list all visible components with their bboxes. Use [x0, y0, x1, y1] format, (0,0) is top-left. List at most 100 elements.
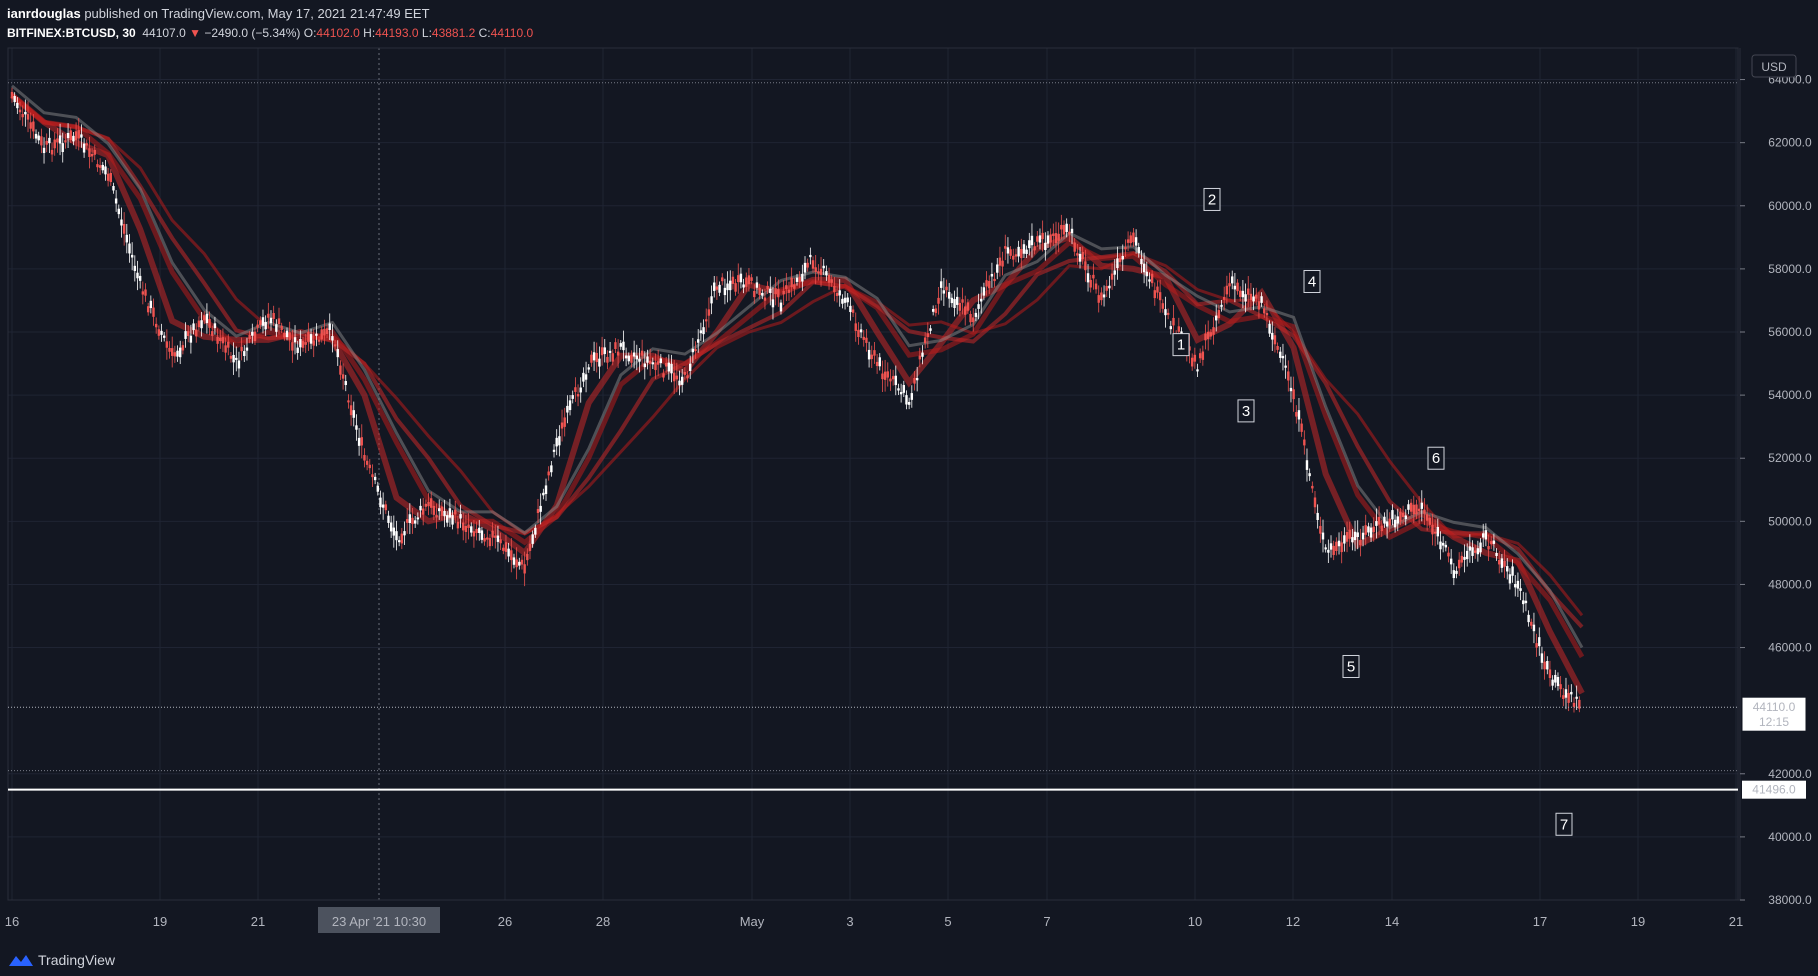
- symbol-name[interactable]: BITFINEX:BTCUSD, 30: [7, 26, 136, 40]
- candle-body: [154, 323, 158, 328]
- candle-body: [240, 346, 243, 352]
- candle-body: [1506, 566, 1509, 572]
- tradingview-brand[interactable]: TradingView: [38, 952, 116, 968]
- candle-body: [1401, 512, 1405, 518]
- candle-body: [104, 166, 107, 175]
- candle-body: [219, 337, 222, 341]
- candle-body: [1522, 600, 1525, 605]
- candle-body: [782, 290, 785, 295]
- candle-body: [841, 298, 844, 304]
- candle-body: [283, 332, 286, 338]
- candle-body: [691, 348, 695, 353]
- candle-body: [1148, 279, 1151, 282]
- candle-body: [1049, 234, 1052, 243]
- candle-body: [1564, 689, 1568, 698]
- candle-body: [1209, 332, 1213, 337]
- candle-body: [1409, 502, 1413, 512]
- candle-body: [891, 376, 895, 380]
- candle-body: [713, 282, 716, 291]
- candle-body: [1177, 326, 1181, 332]
- candle-body: [112, 186, 115, 191]
- candle-body: [640, 350, 644, 356]
- candle-body: [349, 405, 353, 416]
- candle-body: [1345, 531, 1349, 542]
- candle-body: [1044, 242, 1047, 251]
- candle-body: [373, 476, 377, 481]
- candle-body: [1142, 263, 1146, 273]
- candle-body: [742, 284, 745, 288]
- candle-body: [467, 524, 470, 528]
- time-axis[interactable]: 16 19 21 26 28 May 3 5 7 10 12 14 17 19 21 23 Apr '21 1…: [5, 907, 1743, 933]
- candle-body: [598, 358, 601, 367]
- candle-body: [96, 164, 99, 168]
- candle-body: [1391, 510, 1394, 520]
- candle-body: [227, 341, 230, 348]
- candle-body: [1514, 584, 1517, 588]
- candle-body: [1273, 335, 1277, 345]
- candle-body: [862, 336, 865, 340]
- price-label-text: 44110.0: [1753, 700, 1796, 714]
- candle-body: [518, 561, 521, 566]
- candle-body: [34, 133, 38, 139]
- candlesticks: [10, 87, 1581, 713]
- price-axis[interactable]: 64000.062000.060000.058000.056000.054000…: [1740, 73, 1812, 907]
- candle-body: [878, 357, 881, 367]
- candle-body: [766, 285, 769, 290]
- candle-body: [846, 297, 849, 303]
- candle-body: [1076, 253, 1079, 256]
- candle-body: [574, 387, 577, 392]
- candle-body: [384, 504, 388, 511]
- candle-body: [491, 530, 494, 538]
- candle-body: [838, 290, 841, 296]
- candle-body: [125, 234, 129, 243]
- candle-body: [1436, 526, 1440, 537]
- candle-body: [443, 510, 446, 517]
- candle-body: [419, 505, 422, 511]
- candle-body: [1231, 276, 1234, 284]
- candle-body: [939, 281, 943, 288]
- candle-body: [1287, 371, 1290, 381]
- candle-body: [1431, 524, 1434, 535]
- candle-body: [130, 254, 134, 258]
- candle-body: [133, 265, 137, 271]
- candle-body: [811, 260, 815, 269]
- candle-body: [424, 503, 428, 507]
- y-tick-label: 38000.0: [1768, 893, 1812, 907]
- wave-label-text: 4: [1308, 274, 1316, 291]
- candle-body: [699, 330, 703, 334]
- open-label: O:: [303, 26, 317, 40]
- candle-body: [1014, 254, 1018, 257]
- wave-label-text: 6: [1432, 450, 1440, 467]
- tradingview-logo-icon[interactable]: [8, 953, 34, 967]
- author-name[interactable]: ianrdouglas: [7, 6, 81, 21]
- candle-body: [654, 362, 657, 371]
- candle-body: [592, 352, 596, 361]
- close-label: C:: [478, 26, 491, 40]
- candle-body: [1297, 410, 1301, 420]
- candle-body: [454, 509, 457, 515]
- candle-body: [229, 355, 233, 359]
- candle-body: [211, 331, 214, 336]
- crosshair-time-bg: [318, 907, 440, 933]
- candle-body: [961, 299, 964, 303]
- candle-body: [1255, 294, 1258, 299]
- candle-body: [793, 284, 796, 289]
- candle-body: [664, 363, 668, 367]
- candle-body: [1073, 242, 1076, 252]
- candle-body: [189, 335, 193, 343]
- candle-body: [635, 355, 638, 360]
- candle-body: [870, 354, 873, 360]
- candle-body: [486, 537, 489, 540]
- candle-body: [1465, 550, 1469, 560]
- candle-body: [819, 268, 823, 275]
- candle-body: [1137, 247, 1140, 254]
- candle-body: [237, 360, 241, 369]
- candle-body: [256, 324, 259, 328]
- candle-body: [1060, 224, 1063, 230]
- candle-body: [747, 275, 751, 285]
- candle-body: [355, 425, 358, 430]
- currency-badge[interactable]: USD: [1751, 54, 1797, 78]
- candle-body: [761, 292, 764, 296]
- candle-body: [1562, 695, 1565, 700]
